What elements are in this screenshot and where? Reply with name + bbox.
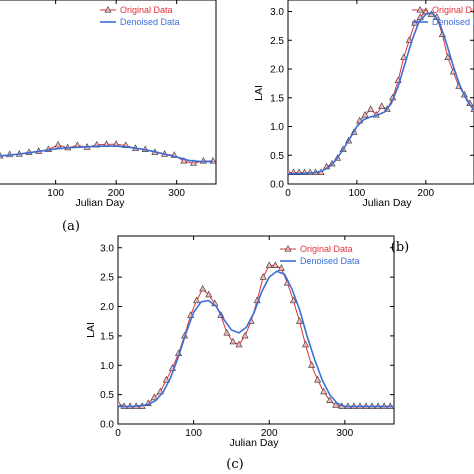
x-tick-label: 100 [185,428,202,439]
original-data-point [295,317,303,324]
plot-frame [287,0,474,185]
legend-original-label: Original Data [300,244,353,254]
original-data-line [288,10,474,173]
y-tick-label: 1.0 [100,361,114,372]
original-data-point [235,340,243,348]
legend-triangle-marker [284,244,292,252]
legend-triangle-marker [104,5,112,13]
panel-label: (c) [226,457,243,472]
original-data-point [229,337,237,345]
original-data-point [199,284,207,292]
y-tick-label: 1.5 [270,93,284,104]
original-data-point [314,375,322,383]
y-tick-label: 0.0 [270,180,284,191]
original-data-point [332,401,340,408]
plot-frame [117,235,395,425]
panel-label: (b) [391,240,409,255]
y-tick-label: 2.0 [100,302,114,313]
plot-area [0,140,216,166]
y-tick-label: 2.5 [100,273,114,284]
x-tick-label: 0 [285,188,291,199]
x-tick-label: 200 [417,188,434,199]
legend: Original Data Denoised Data [280,244,360,266]
y-tick-label: 0.5 [270,151,284,162]
denoised-data-line [0,145,213,163]
denoised-data-line [118,270,394,408]
x-tick-label: 300 [168,188,185,199]
original-data-point [400,53,408,61]
original-data-point [162,375,170,383]
panel-a-chart: 100 200 300 Julian Day Original Data Denoised… [0,0,217,234]
original-data-point [271,261,279,268]
y-tick-label: 0.0 [100,420,114,431]
legend-denoised-label: Denoised Data [432,17,474,27]
y-axis-label: LAI [85,322,97,338]
original-data-point [367,105,375,112]
original-data-line [118,264,391,407]
original-data-point [378,102,386,109]
original-data-point [54,140,62,148]
y-tick-label: 2.5 [270,36,284,47]
x-tick-label: 0 [115,428,121,439]
original-data-point [422,7,430,14]
x-axis-label: Julian Day [362,197,412,209]
panel-label: (a) [62,219,80,234]
panel-c-chart: 0 100 200 300 0.0 0.5 1.0 1.5 2.0 2.5 3.0 Julian Da… [85,235,395,472]
original-data-point [302,340,310,348]
x-tick-label: 100 [349,188,366,199]
y-tick-label: 3.0 [270,7,284,18]
x-tick-label: 300 [337,428,354,439]
original-data-point [308,361,316,368]
plot-area [288,7,474,175]
x-tick-label: 200 [108,188,125,199]
original-data-point [361,110,369,118]
x-axis-label: Julian Day [75,197,125,209]
y-tick-label: 1.0 [270,122,284,133]
legend: Original Data Denoised Data [100,5,180,27]
denoised-data-line [288,11,474,175]
original-data-point [241,331,249,339]
original-data-point [277,264,285,271]
original-data-point [289,296,297,304]
original-data-point [190,159,198,166]
original-data-point [326,396,334,404]
original-data-point [118,399,122,406]
original-data-line [0,143,213,164]
plot-area [118,261,394,409]
original-data-point [405,36,413,43]
x-tick-label: 200 [261,428,278,439]
original-data-point [259,273,267,280]
y-tick-label: 3.0 [100,243,114,254]
original-data-point [193,296,201,304]
legend-denoised-label: Denoised Data [300,256,360,266]
original-data-point [223,328,231,336]
y-axis-label: LAI [253,85,265,101]
legend-denoised-label: Denoised Data [120,17,180,27]
legend: Original Data Denoised Data [412,5,474,27]
x-axis-label: Julian Day [229,437,279,449]
legend-original-label: Original Data [120,5,173,15]
original-data-point [444,53,452,61]
legend-original-label: Original Data [432,5,474,15]
plot-frame [0,0,217,185]
legend-triangle-marker [416,5,424,13]
original-data-point [320,387,328,395]
y-tick-label: 2.0 [270,65,284,76]
original-data-point [205,290,213,298]
y-tick-label: 0.5 [100,390,114,401]
x-tick-label: 100 [47,188,64,199]
original-data-point [150,393,158,401]
original-data-point [180,156,188,164]
y-tick-label: 1.5 [100,331,114,342]
original-data-point [265,261,273,268]
panel-b-chart: 0 100 200 0.0 0.5 1.0 1.5 2.0 2.5 3.0 Julian Day LA… [253,0,474,255]
